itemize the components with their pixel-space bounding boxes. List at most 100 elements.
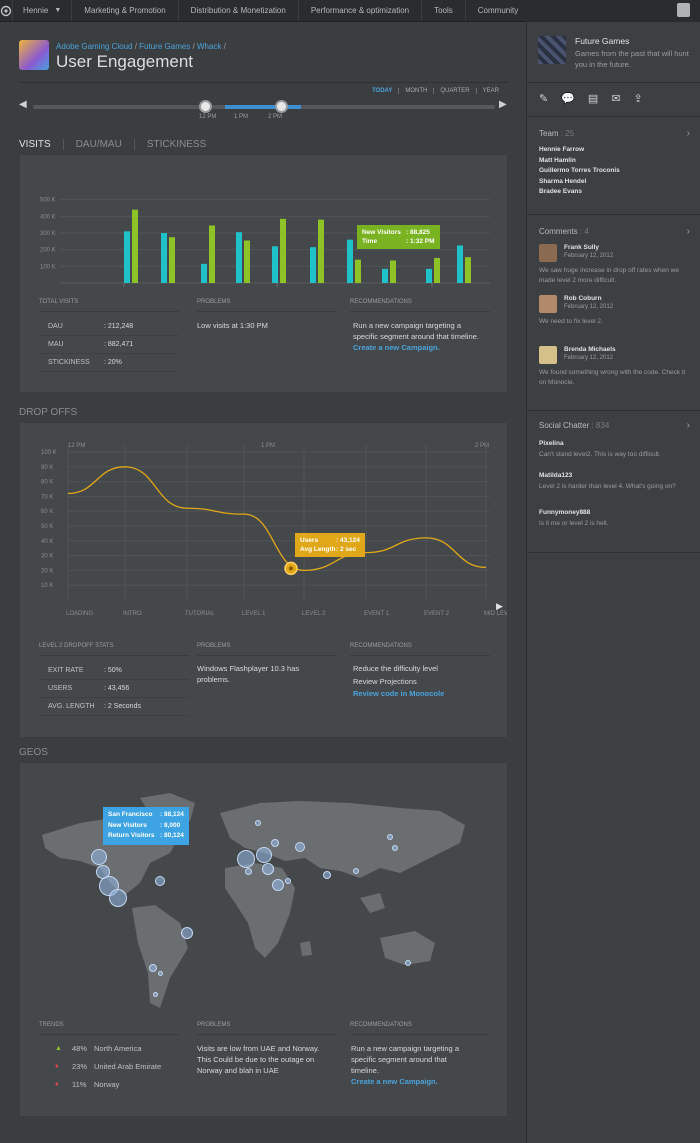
- comment-author[interactable]: Rob Coburn: [564, 295, 602, 302]
- visitor-bubble[interactable]: [353, 868, 359, 874]
- visitor-bubble[interactable]: [157, 970, 163, 976]
- chatter-count: : 834: [591, 421, 610, 430]
- stat-row: STICKINESS: 20%: [39, 354, 179, 372]
- visitor-bubble[interactable]: [244, 867, 252, 875]
- recs-body: Run a new campaign targeting a specific …: [353, 320, 483, 353]
- y-tick-label: 10 K: [41, 583, 53, 589]
- nav-community[interactable]: Community: [466, 0, 532, 21]
- tooltip-value: : 43,124: [336, 537, 360, 544]
- chevron-right-icon[interactable]: ▶: [499, 99, 507, 110]
- team-header[interactable]: Team : 25: [539, 129, 574, 138]
- category-label: LOADING: [66, 611, 93, 617]
- top-tick-label: 1 PM: [261, 443, 275, 449]
- comment-author[interactable]: Frank Sully: [564, 244, 600, 251]
- visitor-bubble[interactable]: [109, 889, 127, 907]
- timeframe-year[interactable]: YEAR: [475, 88, 505, 94]
- comments-count: : 4: [579, 227, 589, 236]
- chatter-author[interactable]: Pixelina: [539, 440, 564, 447]
- visitor-bubble[interactable]: [155, 876, 165, 886]
- visitor-bubble[interactable]: [255, 820, 261, 826]
- visitor-bubble[interactable]: [392, 845, 398, 851]
- timeframe-today[interactable]: TODAY: [372, 88, 393, 94]
- visitor-bubble[interactable]: [323, 871, 331, 879]
- share-icon[interactable]: ⇪: [633, 93, 643, 105]
- team-member[interactable]: Matt Hamlin: [539, 156, 576, 164]
- team-member[interactable]: Hennie Farrow: [539, 146, 585, 153]
- visitor-bubble[interactable]: [295, 842, 305, 852]
- stat-key: MAU: [48, 341, 64, 348]
- sidebar: Future Games Games from the past that wi…: [526, 0, 700, 1143]
- nav-tools[interactable]: Tools: [422, 0, 466, 21]
- team-list: Hennie Farrow Matt Hamlin Guillermo Torr…: [539, 145, 620, 198]
- visitor-bubble[interactable]: [152, 991, 158, 997]
- report-icon[interactable]: ▤: [587, 93, 599, 105]
- collapse-panel-icon[interactable]: [677, 3, 690, 17]
- y-tick-label: 60 K: [41, 509, 53, 515]
- tab-dau-mau[interactable]: DAU/MAU: [76, 139, 135, 150]
- slider-start-handle[interactable]: [199, 100, 212, 113]
- trend-pct: 11%: [72, 1080, 87, 1089]
- visitor-bubble[interactable]: [149, 964, 157, 972]
- geos-title: GEOS: [19, 747, 48, 758]
- tooltip-label: Users: [300, 537, 319, 544]
- visitor-bubble[interactable]: [237, 850, 255, 868]
- visitor-bubble[interactable]: [285, 878, 291, 884]
- time-range-slider[interactable]: ◀ ▶ 12 PM 1 PM 2 PM: [19, 99, 508, 130]
- pencil-icon[interactable]: ✎: [539, 93, 549, 105]
- team-member[interactable]: Sharma Hendel: [539, 177, 587, 185]
- chevron-right-icon[interactable]: ›: [686, 420, 690, 431]
- chatter-author[interactable]: Funnymoney888: [539, 509, 591, 516]
- review-code-link[interactable]: Review code in Monocole: [353, 689, 445, 698]
- tooltip-value: : 88,825: [406, 229, 430, 236]
- trend-down-icon: ♦: [55, 1081, 59, 1088]
- chatter-item: Matilda123 Level 2 is harder than level …: [539, 472, 689, 492]
- tab-visits[interactable]: VISITS: [19, 139, 64, 150]
- create-campaign-link[interactable]: Create a new Campaign.: [353, 343, 440, 352]
- top-nav: Hennie ▼ Marketing & Promotion Distributi…: [0, 0, 532, 22]
- world-map[interactable]: [20, 773, 507, 1018]
- chevron-left-icon[interactable]: ◀: [19, 99, 27, 110]
- divider: [527, 214, 700, 215]
- visitor-bubble[interactable]: [256, 847, 272, 863]
- problems-header: PROBLEMS: [197, 643, 337, 656]
- team-member[interactable]: Guillermo Torres Troconis: [539, 167, 620, 174]
- visitor-bubble[interactable]: [262, 863, 274, 875]
- cloud-logo-icon[interactable]: [0, 0, 13, 21]
- crumb-gaming-cloud[interactable]: Adobe Gaming Cloud: [56, 42, 133, 51]
- visitor-bubble[interactable]: [271, 839, 279, 847]
- visitor-bubble[interactable]: [181, 927, 193, 939]
- nav-distribution[interactable]: Distribution & Monetization: [179, 0, 299, 21]
- chatter-author[interactable]: Matilda123: [539, 472, 573, 479]
- caret-down-icon: ▼: [54, 7, 62, 14]
- action-toolbar: ✎ 💬 ▤ ✉ ⇪: [539, 92, 643, 105]
- chatter-header[interactable]: Social Chatter : 834: [539, 421, 609, 430]
- visitor-bubble[interactable]: [91, 849, 107, 865]
- nav-marketing[interactable]: Marketing & Promotion: [72, 0, 179, 21]
- visitor-bubble[interactable]: [405, 960, 411, 966]
- create-campaign-link[interactable]: Create a new Campaign.: [351, 1077, 438, 1086]
- total-visits-stats: TOTAL VISITS DAU: 212,248 MAU: 882,471 S…: [39, 299, 179, 372]
- nav-performance[interactable]: Performance & optimization: [299, 0, 423, 21]
- visitor-bubble[interactable]: [272, 879, 284, 891]
- recs-text: Reduce the difficulty level: [353, 664, 438, 673]
- bar: [209, 225, 215, 283]
- comment-icon[interactable]: 💬: [561, 93, 575, 105]
- crumb-whack[interactable]: Whack: [196, 42, 222, 51]
- project-subtitle: Games from the past that will hunt you i…: [575, 49, 689, 69]
- chevron-right-icon[interactable]: ›: [686, 226, 690, 237]
- slider-end-handle[interactable]: [275, 100, 288, 113]
- chatter-item: Pixelina Can't stand level2. This is way…: [539, 440, 689, 460]
- team-member[interactable]: Bradee Evans: [539, 188, 582, 195]
- timeframe-month[interactable]: MONTH: [398, 88, 433, 94]
- comments-header[interactable]: Comments : 4: [539, 227, 589, 236]
- crumb-future-games[interactable]: Future Games: [139, 42, 191, 51]
- comment-author[interactable]: Brenda Michaels: [564, 346, 616, 353]
- tab-stickiness[interactable]: STICKINESS: [146, 139, 207, 150]
- visitor-bubble[interactable]: [387, 834, 393, 840]
- user-menu[interactable]: Hennie ▼: [13, 0, 73, 21]
- chevron-right-icon[interactable]: ›: [686, 128, 690, 139]
- chevron-right-icon[interactable]: ▶: [496, 601, 503, 611]
- comment-text: We need to fix level 2.: [539, 318, 603, 325]
- timeframe-quarter[interactable]: QUARTER: [433, 88, 475, 94]
- mail-icon[interactable]: ✉: [611, 93, 621, 105]
